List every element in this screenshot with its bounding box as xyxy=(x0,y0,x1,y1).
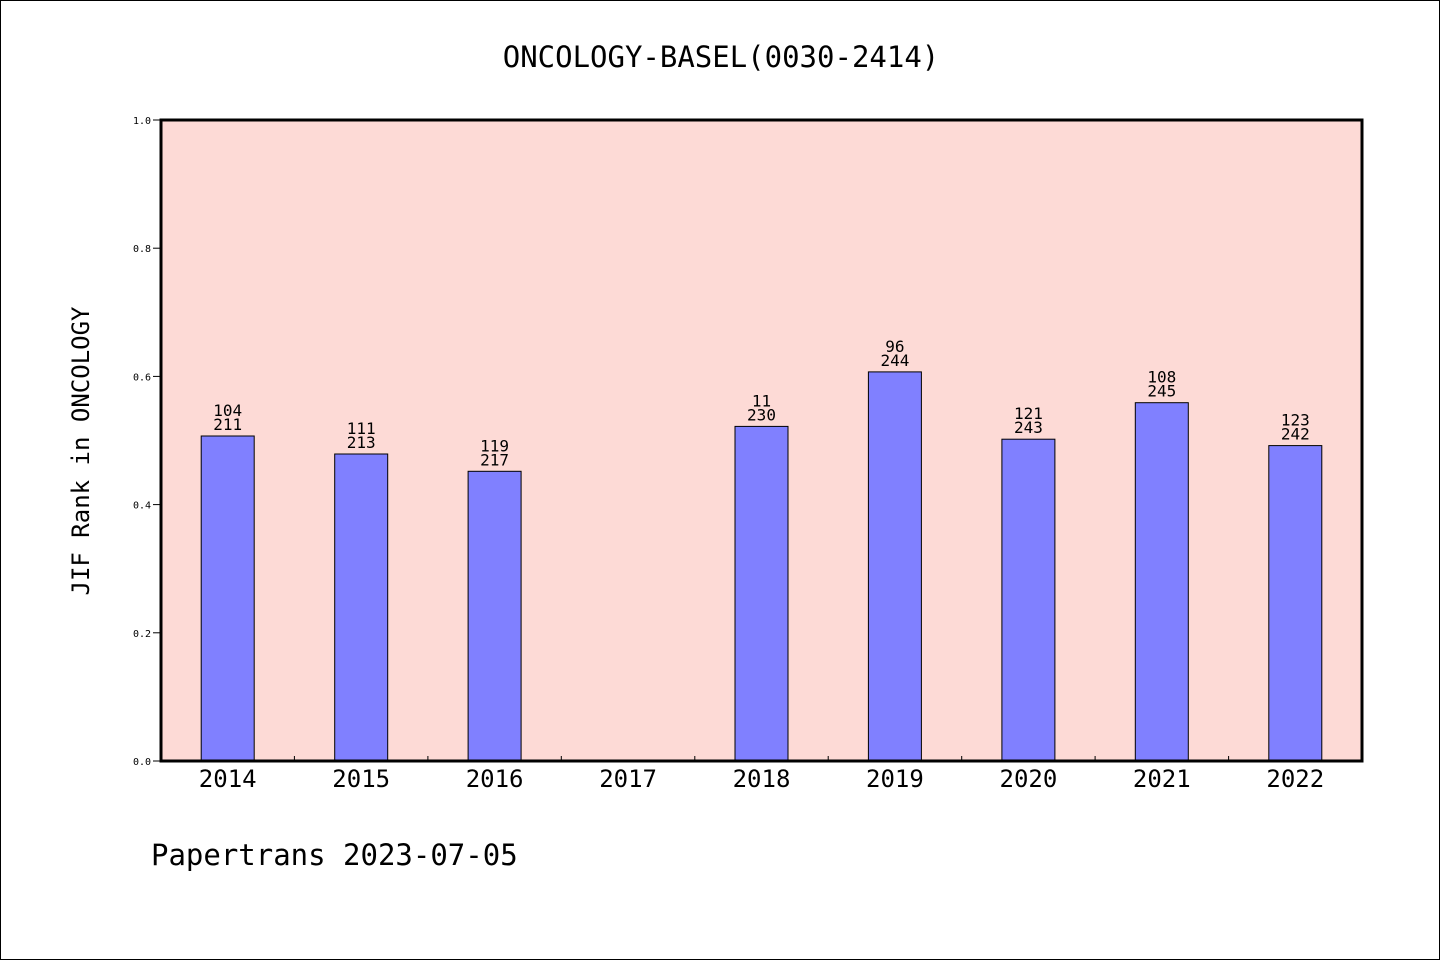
x-tick-label-2014: 2014 xyxy=(199,765,257,793)
y-tick-label: 0.0 xyxy=(133,757,151,768)
bar-2018 xyxy=(734,425,789,762)
bar-2019 xyxy=(867,371,922,762)
bar-2022 xyxy=(1268,445,1323,762)
bar-2020 xyxy=(1001,438,1056,762)
data-label-total-2020: 243 xyxy=(1014,418,1043,437)
data-label-total-2019: 244 xyxy=(880,351,909,370)
x-tick-label-2017: 2017 xyxy=(599,765,657,793)
data-label-total-2015: 213 xyxy=(347,433,376,452)
data-label-rank-2018: 11 xyxy=(752,391,771,410)
x-axis-ticks: 2014 2015 2016 2017 2018 2019 2020 2021 2022 xyxy=(199,756,1324,793)
data-label-rank-2021: 108 xyxy=(1147,368,1176,387)
bar-2016 xyxy=(467,470,522,762)
chart-title: ONCOLOGY-BASEL(0030-2414) xyxy=(503,40,940,74)
data-label-rank-2020: 121 xyxy=(1014,404,1043,423)
x-tick-label-2016: 2016 xyxy=(466,765,524,793)
y-tick-label: 0.8 xyxy=(133,244,151,255)
y-axis-label: JIF Rank in ONCOLOGY xyxy=(67,306,95,596)
data-label-rank-2015: 111 xyxy=(347,419,376,438)
data-label-total-2022: 242 xyxy=(1281,425,1310,444)
x-tick-label-2015: 2015 xyxy=(332,765,390,793)
plot-border xyxy=(159,118,1364,763)
x-tick-label-2021: 2021 xyxy=(1133,765,1191,793)
data-label-rank-2014: 104 xyxy=(213,401,242,420)
bar-2014 xyxy=(200,435,255,762)
y-tick-label: 0.6 xyxy=(133,372,151,383)
bar-2015 xyxy=(334,453,389,762)
bars-group xyxy=(200,371,1323,762)
footer-credit: Papertrans 2023-07-05 xyxy=(151,838,518,872)
x-tick-label-2018: 2018 xyxy=(733,765,791,793)
data-label-rank-2022: 123 xyxy=(1281,411,1310,430)
y-axis-ticks: 0.0 0.2 0.4 0.6 0.8 1.0 xyxy=(133,116,161,768)
data-label-rank-2019: 96 xyxy=(885,337,904,356)
y-tick-label: 1.0 xyxy=(133,116,151,127)
data-label-total-2021: 245 xyxy=(1147,382,1176,401)
data-label-total-2014: 211 xyxy=(213,415,242,434)
y-tick-label: 0.2 xyxy=(133,629,151,640)
bar-2021 xyxy=(1134,402,1189,762)
x-tick-label-2022: 2022 xyxy=(1266,765,1324,793)
y-tick-label: 0.4 xyxy=(133,501,151,512)
x-tick-label-2020: 2020 xyxy=(1000,765,1058,793)
data-label-total-2018: 230 xyxy=(747,405,776,424)
data-label-rank-2016: 119 xyxy=(480,436,509,455)
data-label-total-2016: 217 xyxy=(480,450,509,469)
x-tick-label-2019: 2019 xyxy=(866,765,924,793)
